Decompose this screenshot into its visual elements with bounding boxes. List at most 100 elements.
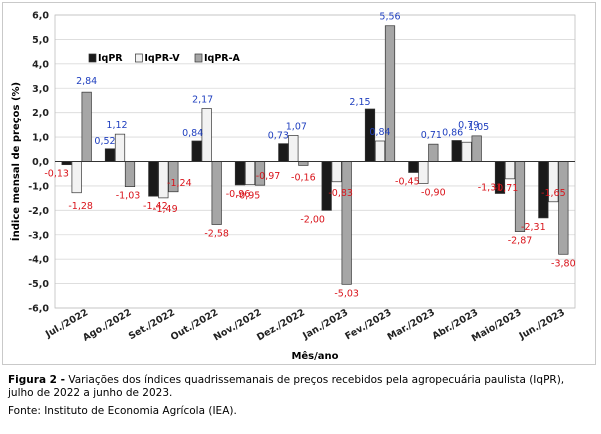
y-tick-label: -5,0 [28,279,49,290]
bar-iqpr [148,161,159,197]
legend-label: IqPR-A [204,53,241,64]
data-label: 0,84 [369,127,390,138]
bar-iqpr-v [331,161,342,183]
data-label: -0,96 [226,189,251,200]
bar-iqpr-v [461,141,472,162]
data-label: -0,13 [44,169,69,180]
y-tick-label: 3,0 [32,84,49,95]
y-tick-label: 5,0 [32,35,49,46]
y-tick-label: -6,0 [28,304,49,315]
data-label: -1,03 [116,191,141,202]
data-label: -1,24 [167,178,192,189]
bar-iqpr-a [428,143,439,162]
y-tick-label: -1,0 [28,181,49,192]
bar-iqpr [278,143,289,162]
bar-iqpr-a [471,135,482,162]
bar-iqpr [451,140,462,162]
x-tick-label: Ago./2022 [81,307,133,344]
bar-iqpr-v [201,108,212,162]
bar-iqpr-v [244,161,256,186]
bar-iqpr-a [211,161,222,225]
x-tick-label: Jan./2023 [300,307,350,342]
y-tick-label: 2,0 [32,108,49,119]
data-label: -0,97 [256,171,281,182]
data-label: 0,84 [182,128,203,139]
data-label: -0,83 [328,188,353,199]
data-label: 0,71 [421,130,442,141]
x-tick-label: Set./2022 [127,307,177,342]
data-label: -3,80 [551,258,576,269]
y-tick-label: -3,0 [28,230,49,241]
bar-iqpr-a [384,25,396,162]
data-label: -0,95 [236,191,261,202]
data-label: 2,84 [76,76,97,87]
figure-label: Figura 2 - [8,374,66,386]
bar-iqpr [104,148,116,162]
bar-iqpr-v [418,161,429,184]
data-label: -2,87 [508,236,533,247]
data-label: -1,31 [478,182,503,193]
bar-iqpr-v [504,161,516,180]
data-label: 1,05 [468,122,489,133]
x-tick-label: Mar./2023 [386,307,437,343]
y-tick-label: 4,0 [32,59,49,70]
x-tick-label: Fev./2023 [343,307,393,342]
data-label: 0,52 [94,136,115,147]
data-label: -2,31 [521,222,546,233]
figure-caption-text: Variações dos índices quadrissemanais de… [8,374,565,399]
x-tick-label: Out./2022 [169,307,220,343]
data-label: -1,65 [541,188,566,199]
bar-iqpr-a [341,161,352,285]
data-label: -5,03 [334,288,359,299]
bar-iqpr-v [114,133,126,162]
bar-iqpr-v [71,161,82,194]
legend-swatch [135,53,143,63]
bar-iqpr-a [124,161,136,187]
data-label: 1,07 [286,121,307,132]
chart-frame: 6,0 5,0 4,0 3,0 2,0 1,0 0,0 -1,0 -2,0 -3,0 -4,0 -5,… [2,2,596,365]
data-label: -1,49 [153,204,178,215]
legend-swatch [88,53,97,63]
data-label: -0,45 [395,176,420,187]
x-tick-label: Nov./2022 [212,307,264,343]
data-label: -0,71 [494,183,519,194]
data-label: -0,16 [291,172,316,183]
bar-iqpr [234,161,246,186]
data-label: 0,79 [458,120,479,131]
data-label: -2,00 [300,214,325,225]
data-label: 0,73 [268,131,289,142]
bar-iqpr [321,161,332,211]
data-label: -2,58 [204,228,229,239]
bar-iqpr-a [298,161,309,166]
y-tick-label: -4,0 [28,255,49,266]
legend-label: IqPR [98,53,123,64]
y-axis-title: Índice mensal de preços (%) [9,82,22,241]
legend-swatch [194,53,203,63]
data-label: -1,42 [143,201,168,212]
y-tick-label: 1,0 [32,133,49,144]
x-axis-title: Mês/ano [291,350,338,362]
y-tick-label: 0,0 [32,157,49,168]
bar-chart: 6,0 5,0 4,0 3,0 2,0 1,0 0,0 -1,0 -2,0 -3,0 -4,0 -5,… [9,11,576,363]
data-label: 2,17 [192,95,213,106]
y-tick-label: 6,0 [32,11,49,22]
x-tick-label: Maio/2023 [470,307,524,344]
data-label: -0,90 [421,187,446,198]
data-label: 2,15 [349,97,370,108]
figure-caption: Figura 2 - Variações dos índices quadris… [8,374,593,400]
bar-iqpr-a [81,91,92,162]
x-tick-label: Jun./2023 [517,307,567,342]
data-label: 0,86 [442,128,463,139]
data-label: -1,28 [68,201,93,212]
bar-iqpr-a [558,161,569,255]
bar-iqpr-v [288,135,299,162]
bar-iqpr [408,161,419,173]
bar-iqpr-v [374,140,386,162]
figure-source: Fonte: Instituto de Economia Agrícola (I… [8,405,237,417]
legend-label: IqPR-V [144,53,180,64]
bar-iqpr [191,140,202,162]
x-tick-label: Dez./2022 [255,307,307,343]
y-tick-label: -2,0 [28,206,49,217]
data-label: 5,56 [379,12,400,23]
data-label: 1,12 [106,120,127,131]
